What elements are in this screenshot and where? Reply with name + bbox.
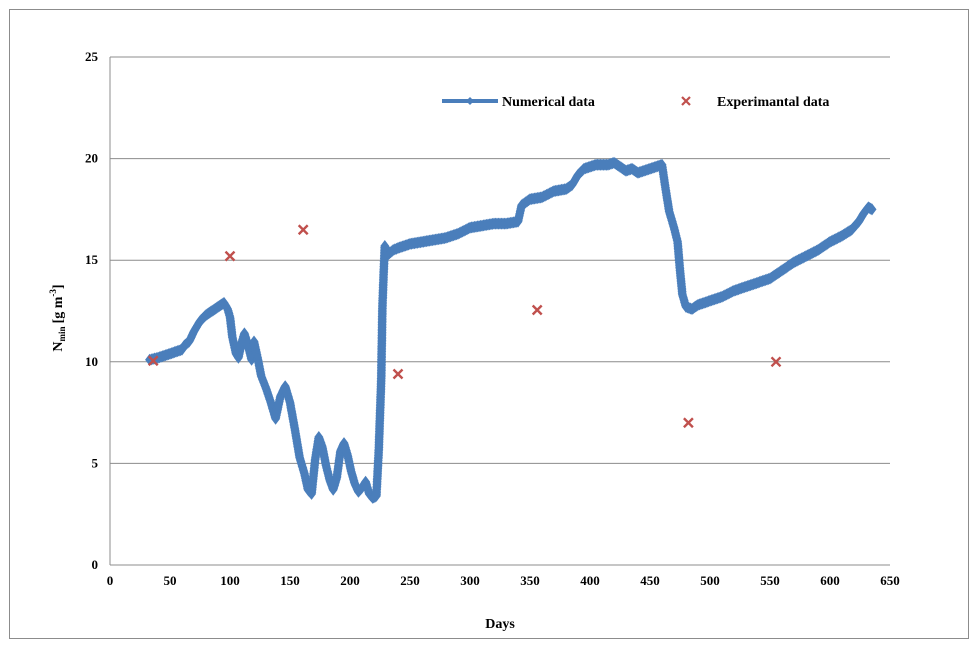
series-experimental — [147, 224, 782, 429]
x-tick-label: 600 — [820, 573, 840, 588]
x-tick-label: 50 — [164, 573, 177, 588]
numerical-series-line — [148, 159, 874, 501]
x-tick-label: 150 — [280, 573, 300, 588]
y-axis-title-exp: -3 — [48, 289, 58, 297]
legend-label-experimental: Experimantal data — [717, 95, 829, 110]
legend: Numerical data Experimantal data — [442, 95, 829, 110]
experimental-point — [224, 250, 236, 262]
y-tick-label: 20 — [85, 151, 98, 166]
y-tick-label: 5 — [92, 455, 99, 470]
x-tick-label: 250 — [400, 573, 420, 588]
x-tick-label: 0 — [107, 573, 114, 588]
axes — [109, 57, 890, 566]
legend-diamond-icon — [466, 97, 474, 105]
y-axis-title-unit: [g m — [51, 296, 66, 323]
x-tick-label: 500 — [700, 573, 720, 588]
legend-item-numerical: Numerical data — [442, 95, 595, 110]
y-tick-label: 10 — [85, 354, 98, 369]
svg-text:Nmin[g m-3]: Nmin [g m-3] — [48, 284, 67, 351]
legend-item-experimental: Experimantal data — [681, 95, 829, 110]
x-axis-title: Days — [485, 617, 515, 632]
series-numerical — [145, 156, 877, 504]
x-tick-label: 200 — [340, 573, 360, 588]
y-axis-title-close: ] — [51, 284, 66, 289]
x-tick-label: 550 — [760, 573, 780, 588]
x-tick-label: 350 — [520, 573, 540, 588]
x-tick-label: 100 — [220, 573, 240, 588]
experimental-point — [392, 368, 404, 380]
y-tick-label: 25 — [85, 49, 99, 64]
y-axis-title: Nmin [g m-3] — [48, 284, 67, 351]
numerical-point — [867, 203, 877, 216]
y-axis-title-sub: min — [57, 326, 67, 341]
experimental-point — [683, 417, 694, 429]
y-tick-label: 15 — [85, 252, 99, 267]
legend-label-numerical: Numerical data — [502, 95, 595, 110]
legend-x-icon — [681, 96, 691, 106]
chart-frame — [9, 9, 969, 639]
x-tick-label: 650 — [880, 573, 900, 588]
x-tick-label: 450 — [640, 573, 660, 588]
experimental-point — [147, 355, 159, 367]
gridlines — [110, 56, 890, 464]
x-tick-label: 300 — [460, 573, 480, 588]
experimental-point — [770, 356, 782, 368]
experimental-point — [531, 304, 543, 316]
x-tick-label: 400 — [580, 573, 600, 588]
x-tick-labels: 0 50 100 150 200 250 300 350 400 450 500 550 600 650 — [107, 573, 900, 588]
y-tick-labels: 0 5 10 15 20 25 — [85, 49, 99, 572]
y-axis-title-main: N — [51, 341, 66, 351]
experimental-point — [297, 224, 309, 236]
y-tick-label: 0 — [92, 557, 99, 572]
